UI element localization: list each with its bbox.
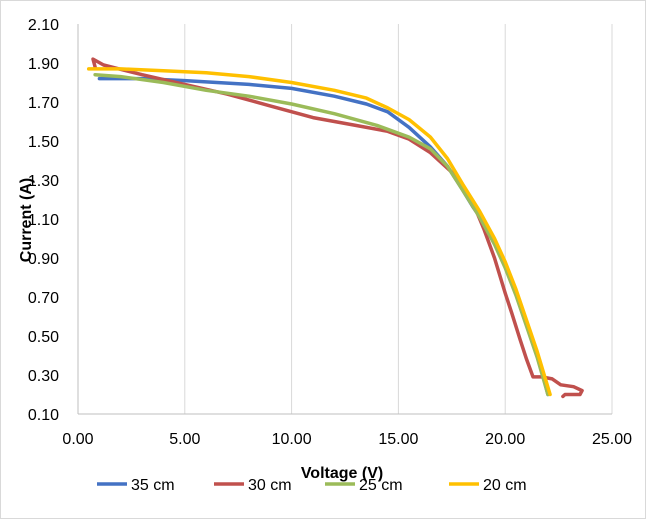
legend-label: 20 cm — [483, 477, 527, 494]
x-tick-label: 0.00 — [62, 431, 93, 448]
x-tick-label: 5.00 — [169, 431, 200, 448]
x-tick-label: 15.00 — [378, 431, 418, 448]
y-tick-label: 0.90 — [28, 251, 59, 268]
legend-label: 30 cm — [248, 477, 292, 494]
y-tick-label: 1.70 — [28, 95, 59, 112]
series-line-4 — [86, 67, 552, 397]
y-tick-label: 1.90 — [28, 56, 59, 73]
y-tick-label: 0.10 — [28, 407, 59, 424]
y-tick-labels: 0.10 0.30 0.50 0.70 0.90 1.10 1.30 1.50 1.70 1.90… — [28, 17, 59, 424]
y-tick-label: 0.30 — [28, 368, 59, 385]
gridlines — [184, 24, 613, 414]
y-tick-label: 1.50 — [28, 134, 59, 151]
y-tick-label: 2.10 — [28, 17, 59, 34]
x-axis-label: Voltage (V) — [301, 465, 383, 482]
series-line-3 — [93, 72, 550, 397]
x-tick-label: 25.00 — [592, 431, 632, 448]
series-line-1 — [97, 76, 550, 397]
x-tick-label: 10.00 — [272, 431, 312, 448]
legend: 35 cm 30 cm 25 cm 20 cm — [97, 477, 527, 494]
axes — [77, 24, 612, 415]
y-tick-label: 0.70 — [28, 290, 59, 307]
y-tick-label: 1.10 — [28, 212, 59, 229]
y-tick-label: 1.30 — [28, 173, 59, 190]
y-tick-label: 0.50 — [28, 329, 59, 346]
x-tick-label: 20.00 — [485, 431, 525, 448]
legend-label: 25 cm — [359, 477, 403, 494]
x-tick-labels: 0.00 5.00 10.00 15.00 20.00 25.00 — [62, 431, 632, 448]
series-line-2 — [91, 57, 584, 399]
y-axis-label: Current (A) — [18, 178, 35, 262]
legend-label: 35 cm — [131, 477, 175, 494]
series-lines — [86, 57, 584, 399]
